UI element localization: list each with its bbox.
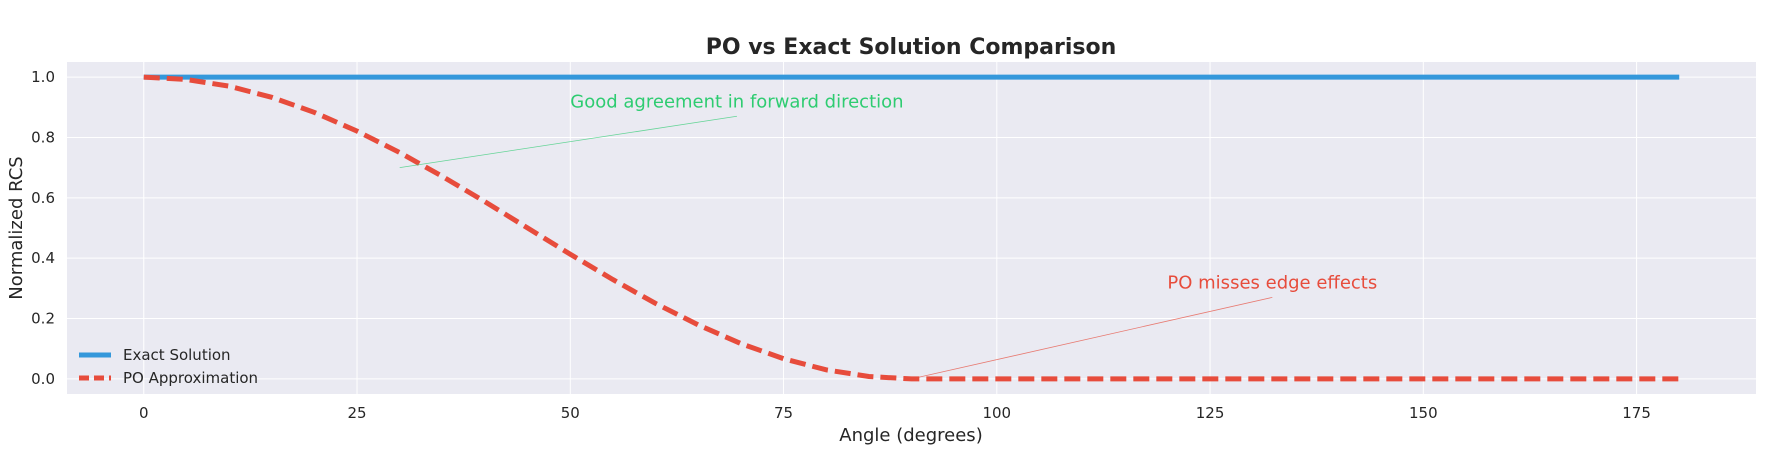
chart-title: PO vs Exact Solution Comparison	[706, 35, 1117, 60]
x-tick-label: 175	[1622, 404, 1651, 422]
annotation: PO misses edge effects	[1167, 272, 1377, 293]
legend-label: PO Approximation	[123, 369, 258, 387]
x-tick-label: 25	[347, 404, 366, 422]
annotation-arrow	[399, 115, 737, 169]
y-tick-label: 0.2	[31, 310, 55, 328]
x-tick-label: 50	[561, 404, 580, 422]
annotation: Good agreement in forward direction	[570, 91, 903, 112]
plot-area	[67, 62, 1756, 394]
x-tick-label: 75	[774, 404, 793, 422]
y-tick-label: 0.8	[31, 128, 55, 146]
x-tick-label: 100	[982, 404, 1011, 422]
x-tick-label: 125	[1196, 404, 1225, 422]
y-tick-label: 0.6	[31, 189, 55, 207]
y-tick-label: 0.0	[31, 370, 55, 388]
x-tick-label: 150	[1409, 404, 1438, 422]
legend-label: Exact Solution	[123, 346, 231, 364]
y-tick-label: 1.0	[31, 68, 55, 86]
x-tick-label: 0	[139, 404, 149, 422]
y-tick-label: 0.4	[31, 249, 55, 267]
x-axis-label: Angle (degrees)	[839, 425, 982, 446]
y-axis-label: Normalized RCS	[6, 156, 27, 299]
annotation-arrow	[911, 296, 1273, 380]
